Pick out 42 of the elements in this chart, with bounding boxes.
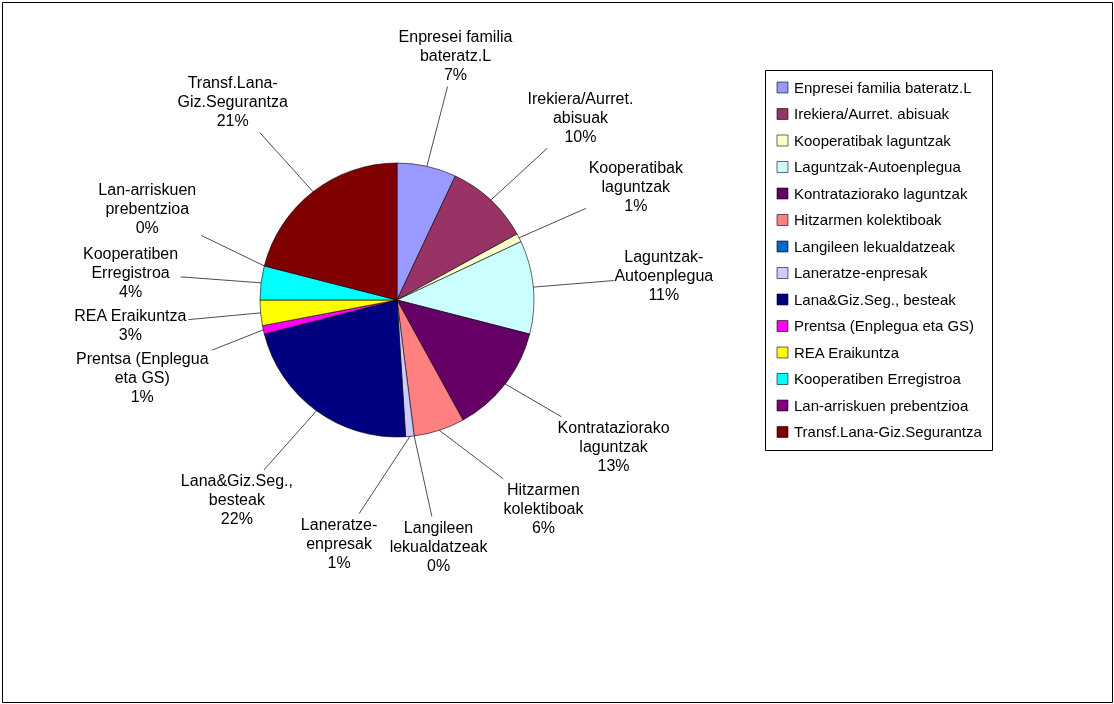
legend-label: Hitzarmen kolektiboak [794,211,943,228]
data-label: 1% [130,387,154,405]
legend-label: Kooperatiben Erregistroa [794,370,962,387]
data-label: 1% [327,554,351,572]
text: 0% [426,556,451,574]
legend-label: Laneratze-enpresak [794,264,928,281]
legend-label: Laguntzak-Autoenplegua [794,158,962,175]
slice-label: Kontrataziorako laguntzak [557,419,670,456]
data-label: 3% [118,325,142,343]
legend-label: Kooperatibak laguntzak [794,131,952,149]
legend-label: Lana&Giz.Seg., besteak [794,290,957,308]
data-label: 13% [597,457,630,475]
slice-label: Laneratze-enpresak [300,516,378,553]
slice-label: Kooperatibak laguntzak [588,158,684,195]
slice-label: Hitzarmen kolektiboak [503,481,585,518]
data-label: 1% [624,196,648,214]
legend-label: Transf.Lana-Giz.Segurantza [794,423,983,440]
slice-label: Kooperatiben Erregistroa [82,245,179,282]
slice-label: Transf.Lana-Giz.Segurantza [177,74,288,111]
data-label: 21% [216,112,249,130]
slice-label: REA Eraikuntza [74,306,187,324]
data-label: 4% [118,283,143,301]
slice-label: Enpresei familia bateratz.L [398,28,513,65]
data-label: 11% [648,286,680,304]
legend-label: Irekiera/Aurret. abisuak [794,105,950,122]
slice-label: Irekiera/Aurret. abisuak [527,89,634,126]
data-label: 7% [443,66,468,84]
data-label: 22% [220,510,253,528]
legend-label: REA Eraikuntza [794,343,900,361]
slice-label: Laguntzak-Autoenplegua [614,248,714,285]
legend-label: Enpresei familia bateratz.L [794,78,972,96]
category-label: Lan-arriskuen prebentzioa [98,181,197,218]
slice-label: Lana&Giz.Seg., besteak [180,472,293,509]
slice-label: Prentsa (Enplegua eta GS) [76,349,209,386]
legend-label: Lan-arriskuen prebentzioa [794,396,969,414]
data-label: 6% [531,519,556,537]
legend-label: Prentsa (Enplegua eta GS) [794,317,975,334]
category-label: Langileen lekualdatzeak [389,518,488,555]
legend-label: Langileen lekualdatzeak [794,237,956,255]
legend-label: Kontrataziorako laguntzak [794,184,968,202]
data-label: 10% [564,127,597,145]
text: 0% [135,219,159,237]
